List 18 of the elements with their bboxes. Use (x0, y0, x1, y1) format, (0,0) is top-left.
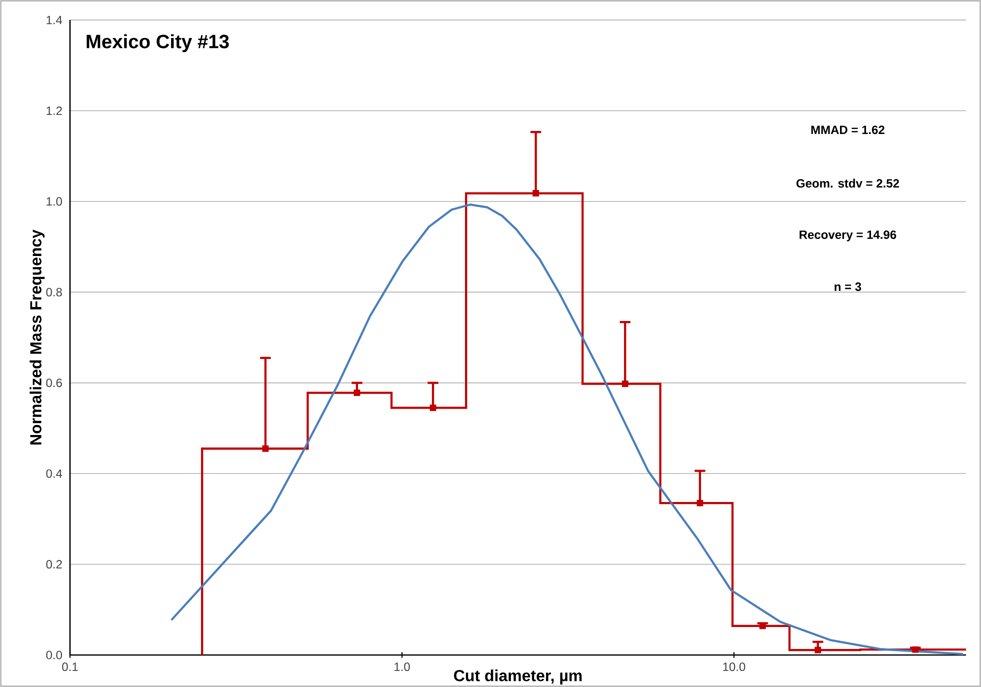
annotation: n = 3 (834, 282, 862, 291)
y-tick-label: 0.6 (46, 378, 62, 388)
annotation: Geom. stdv = 2.52 (796, 178, 899, 188)
annotation: MMAD = 1.62 (811, 126, 884, 134)
y-tick-label: 0.8 (46, 288, 62, 296)
x-tick-label: 10.0 (723, 662, 746, 672)
y-tick-label: 1.4 (46, 16, 62, 24)
text: Mexico City #13 (86, 34, 229, 52)
y-tick-label: 1.0 (46, 197, 62, 206)
annotation: Recovery = 14.96 (800, 230, 896, 242)
x-tick-label: 1.0 (394, 662, 410, 672)
y-tick-label: 0.2 (46, 560, 62, 569)
y-tick-label: 0.0 (46, 650, 62, 660)
y-axis-title: Normalized Mass Frequency (30, 230, 45, 444)
y-tick-label: 1.2 (46, 106, 62, 115)
y-tick-label: 0.4 (46, 469, 62, 478)
x-axis-title: Cut diameter, µm (454, 670, 582, 684)
x-tick-label: 0.1 (62, 662, 78, 672)
